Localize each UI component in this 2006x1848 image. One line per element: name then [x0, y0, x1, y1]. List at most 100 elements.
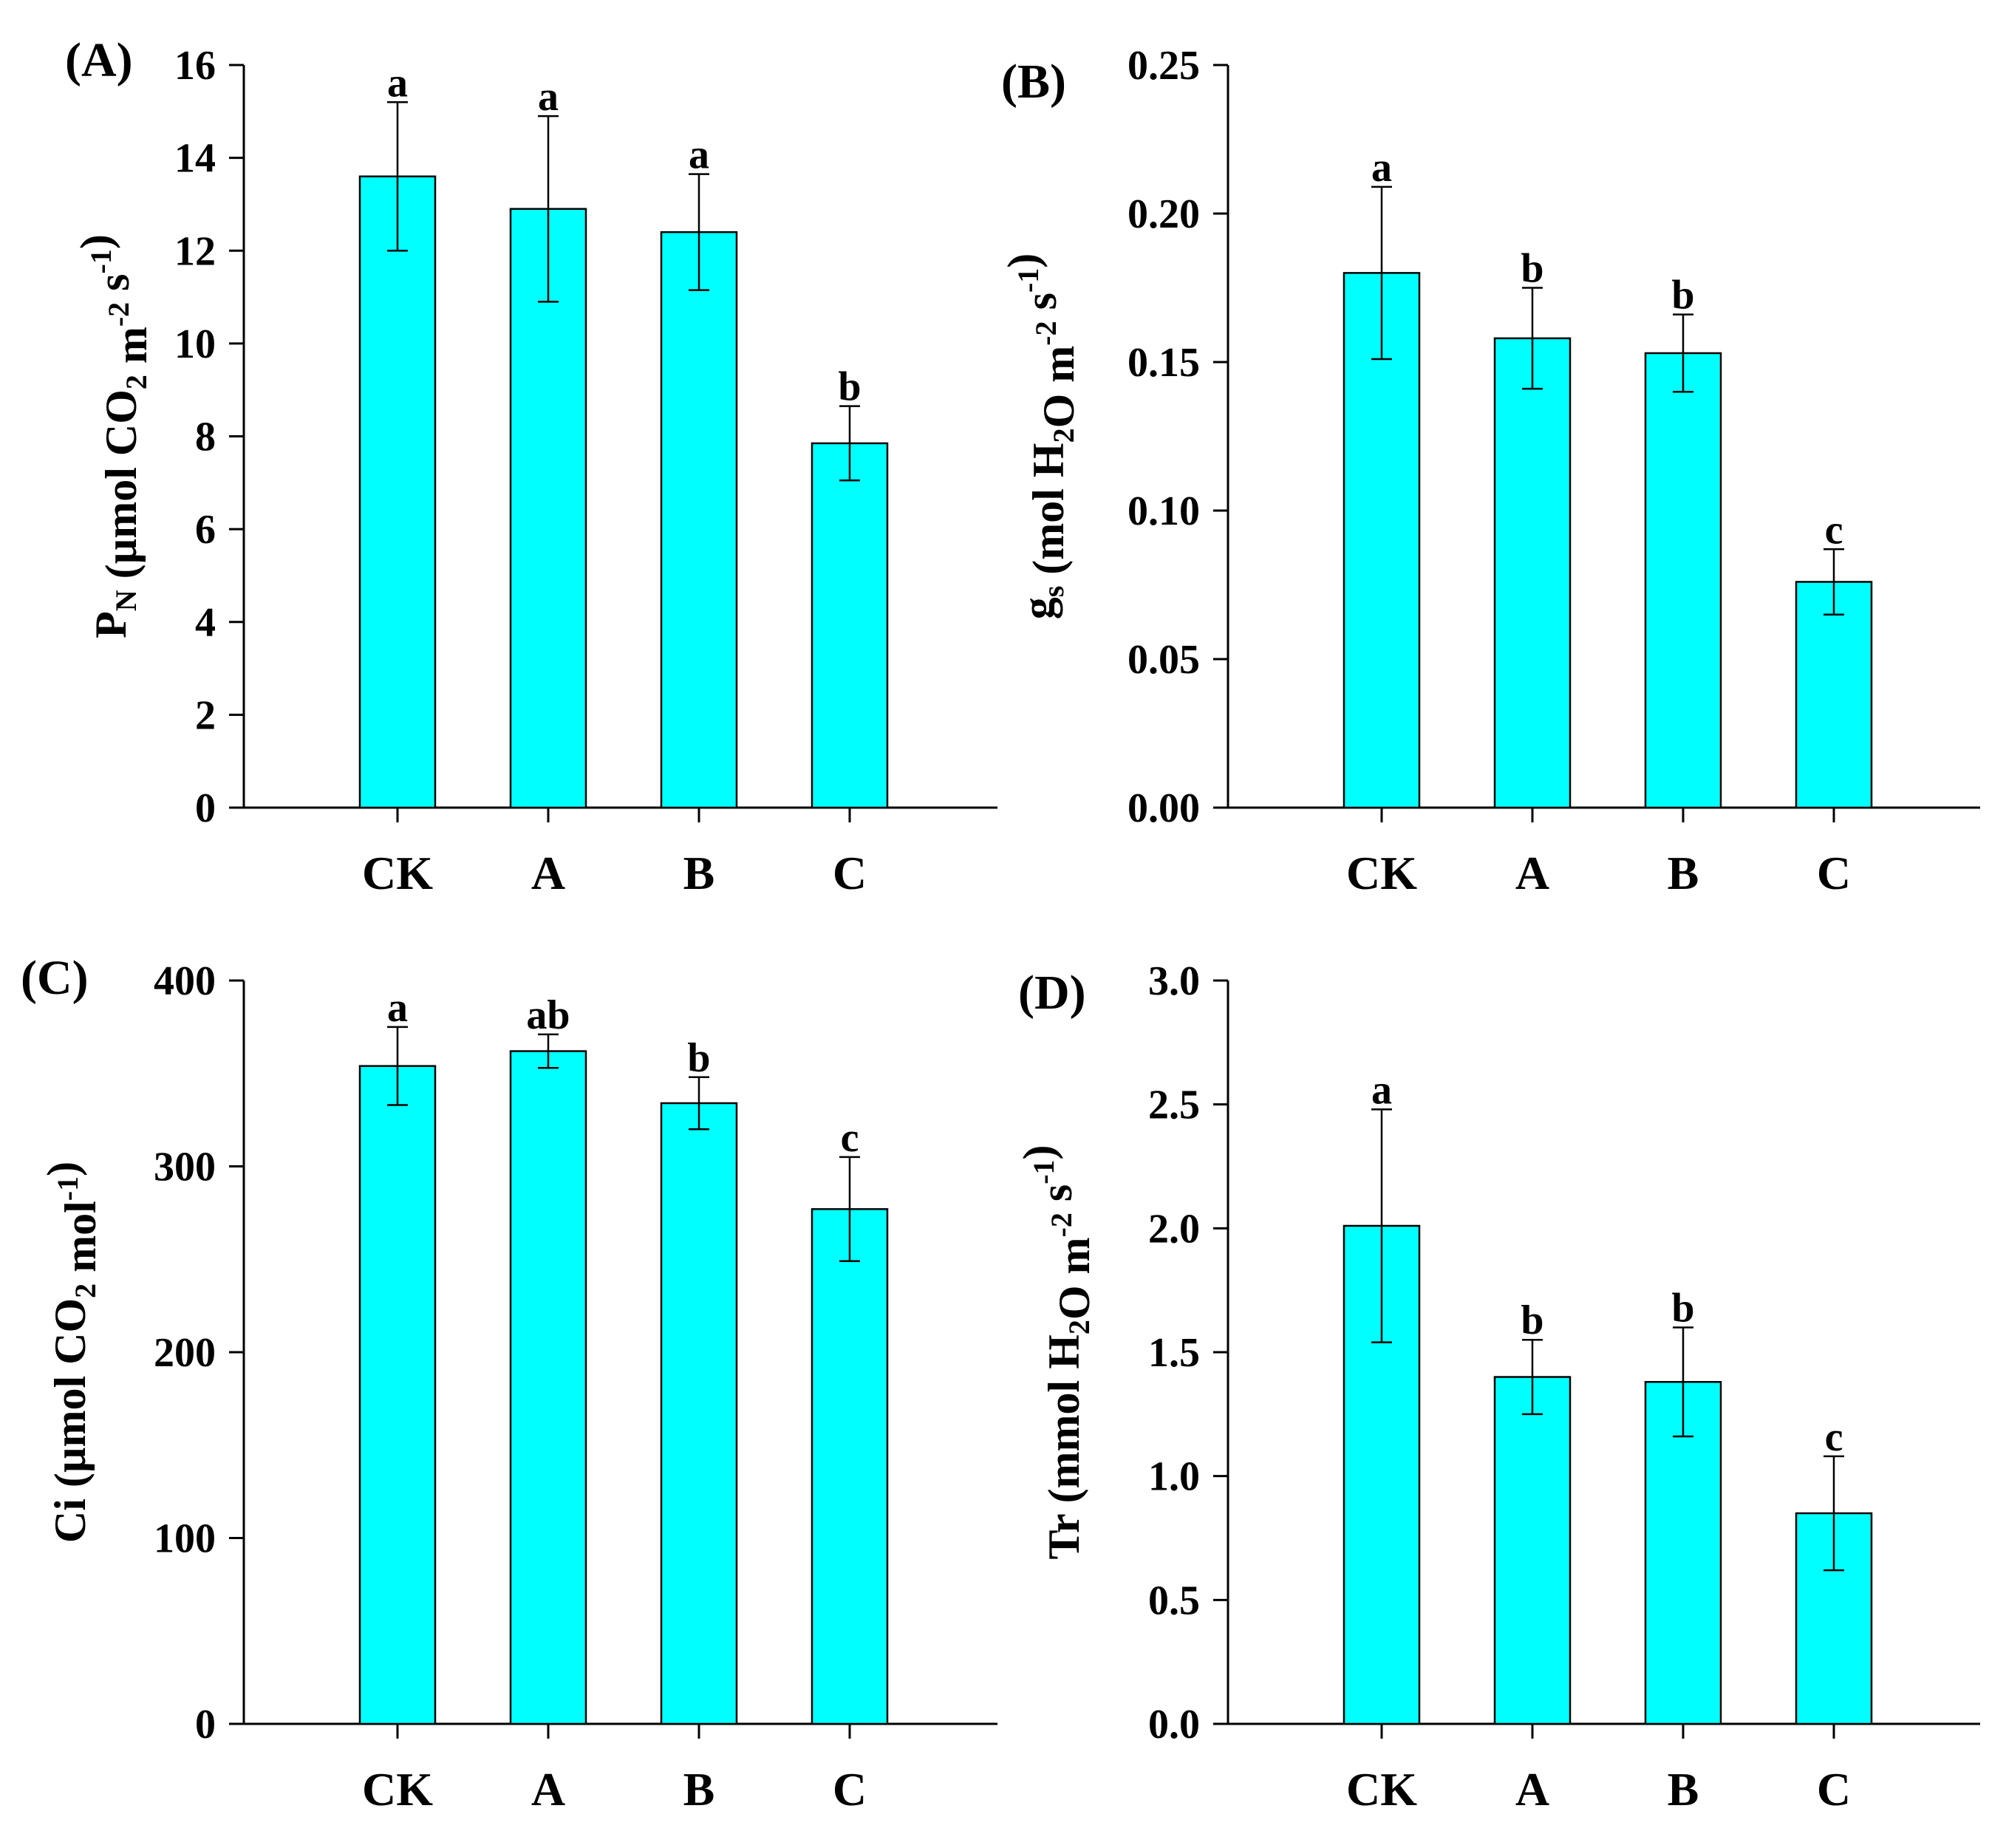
bar-a [1493, 337, 1572, 809]
y-tick-label: 10 [174, 321, 216, 367]
y-axis-label-part: s [1017, 293, 1065, 321]
x-category-label: C [833, 1763, 867, 1815]
y-tick-label: 1.0 [1148, 1454, 1200, 1500]
y-axis-label-part: 2 [1062, 1320, 1096, 1334]
significance-letter: ab [526, 992, 570, 1038]
y-tick-label: 4 [195, 600, 216, 646]
y-tick-label: 16 [174, 43, 216, 89]
chart-panel-2: (B)gs (mol H2O m-2 s-1)0.000.050.100.150… [999, 43, 1980, 899]
y-axis-label-part: s [1037, 586, 1070, 598]
y-axis-label-part: Ci (µmol CO [46, 1298, 95, 1543]
bar-a [509, 1050, 587, 1725]
y-axis-label-part: Tr (mmol H [1040, 1334, 1088, 1559]
y-tick-label: 0.20 [1127, 191, 1200, 237]
significance-letter: b [1671, 1285, 1694, 1331]
y-tick-label: 2.0 [1148, 1206, 1200, 1252]
chart-panel-4: (D) Tr (mmol H2O m-2 s-1) 0.0 0.5 1.0 1.5 2.0 2… [1014, 958, 1980, 1815]
y-tick-label: 200 [154, 1330, 216, 1376]
significance-letter: c [841, 1115, 859, 1161]
significance-letter: a [538, 74, 559, 120]
x-category-label: B [1668, 847, 1699, 899]
y-tick-label: 400 [154, 958, 216, 1004]
y-axis-label-part: mol [56, 1201, 105, 1283]
y-axis-label-part: -2 [1045, 1213, 1078, 1237]
y-tick-label: 0.00 [1127, 785, 1200, 831]
y-axis-label-part: P [86, 611, 135, 638]
y-tick-label: 6 [195, 507, 216, 553]
y-axis-label-part: g [1014, 597, 1062, 619]
y-axis-label-part: (mol H [1024, 443, 1073, 585]
bar-b [660, 231, 738, 809]
bar-ck [358, 175, 437, 809]
x-category-label: A [531, 1763, 565, 1815]
y-axis-label-part: -2 [1029, 321, 1062, 345]
y-axis-label-part: -1 [1027, 1159, 1060, 1184]
y-axis-label: Ci (µmol CO2 mol-1) [38, 1162, 105, 1543]
y-tick-label: 14 [174, 136, 216, 182]
y-tick-label: 2 [195, 692, 216, 738]
y-tick-label: 2.5 [1148, 1082, 1200, 1128]
y-axis-label-part: 2 [1047, 428, 1080, 443]
y-axis-label-part: N [109, 590, 143, 611]
bar-b [660, 1102, 738, 1725]
y-axis-label-part: O m [1050, 1237, 1099, 1320]
y-axis-label-part: s [89, 273, 138, 301]
y-axis-label: PN (µmol CO2 m-2 s-1) [72, 234, 156, 638]
y-tick-label: 0.0 [1148, 1702, 1200, 1748]
x-category-label: CK [1346, 1763, 1417, 1815]
y-tick-label: 300 [154, 1145, 216, 1190]
significance-letter: a [387, 985, 408, 1031]
y-axis-label-part: m [107, 327, 156, 375]
x-category-label: CK [1346, 847, 1417, 899]
significance-letter: b [1521, 246, 1543, 292]
x-category-label: A [531, 847, 565, 899]
x-category-label: B [683, 1763, 715, 1815]
y-axis-label-part: O m [1034, 346, 1083, 429]
y-tick-label: 0.05 [1127, 637, 1200, 683]
y-axis-label-part: ) [38, 1162, 87, 1176]
x-category-label: C [833, 847, 867, 899]
y-tick-label: 0.10 [1127, 488, 1200, 534]
significance-letter: b [687, 1035, 710, 1081]
panel-label: (B) [1001, 55, 1066, 109]
y-axis-label-part: 2 [69, 1283, 102, 1298]
significance-letter: b [1671, 273, 1694, 318]
significance-letter: a [689, 132, 709, 178]
x-category-label: C [1817, 1763, 1851, 1815]
panel-label: (C) [21, 951, 89, 1005]
y-tick-label: 0.5 [1148, 1578, 1200, 1623]
x-category-label: CK [362, 1763, 433, 1815]
y-axis-label-part: 2 [120, 375, 153, 389]
y-tick-label: 0 [195, 1702, 216, 1748]
bar-c [1795, 581, 1873, 809]
x-category-label: C [1817, 847, 1851, 899]
bar-ck [1343, 272, 1421, 809]
y-axis-label-part: -1 [84, 249, 117, 273]
significance-letter: c [1825, 507, 1843, 553]
bar-c [811, 1208, 889, 1725]
y-axis-label: Tr (mmol H2O m-2 s-1) [1014, 1145, 1099, 1559]
y-axis-label-part: ) [999, 253, 1048, 268]
y-axis-label-part: -2 [102, 302, 135, 327]
y-axis-label-part: ) [72, 234, 120, 249]
significance-letter: b [838, 364, 861, 410]
y-axis-label-part: -1 [51, 1176, 84, 1201]
x-category-label: A [1515, 1763, 1549, 1815]
y-tick-label: 3.0 [1148, 958, 1200, 1004]
panel-label: (A) [65, 33, 133, 87]
significance-letter: b [1521, 1298, 1543, 1343]
y-axis-label-part: s [1032, 1184, 1081, 1213]
x-category-label: B [683, 847, 715, 899]
bar-a [509, 208, 587, 809]
significance-letter: a [387, 60, 408, 106]
significance-letter: c [1825, 1414, 1843, 1460]
x-category-label: CK [362, 847, 433, 899]
y-axis-label-part: (µmol CO [97, 389, 146, 590]
bar-c [811, 442, 889, 809]
bar-b [1644, 352, 1722, 809]
y-tick-label: 12 [174, 228, 216, 274]
y-tick-label: 0 [195, 785, 216, 831]
y-axis-label-part: ) [1014, 1145, 1063, 1159]
